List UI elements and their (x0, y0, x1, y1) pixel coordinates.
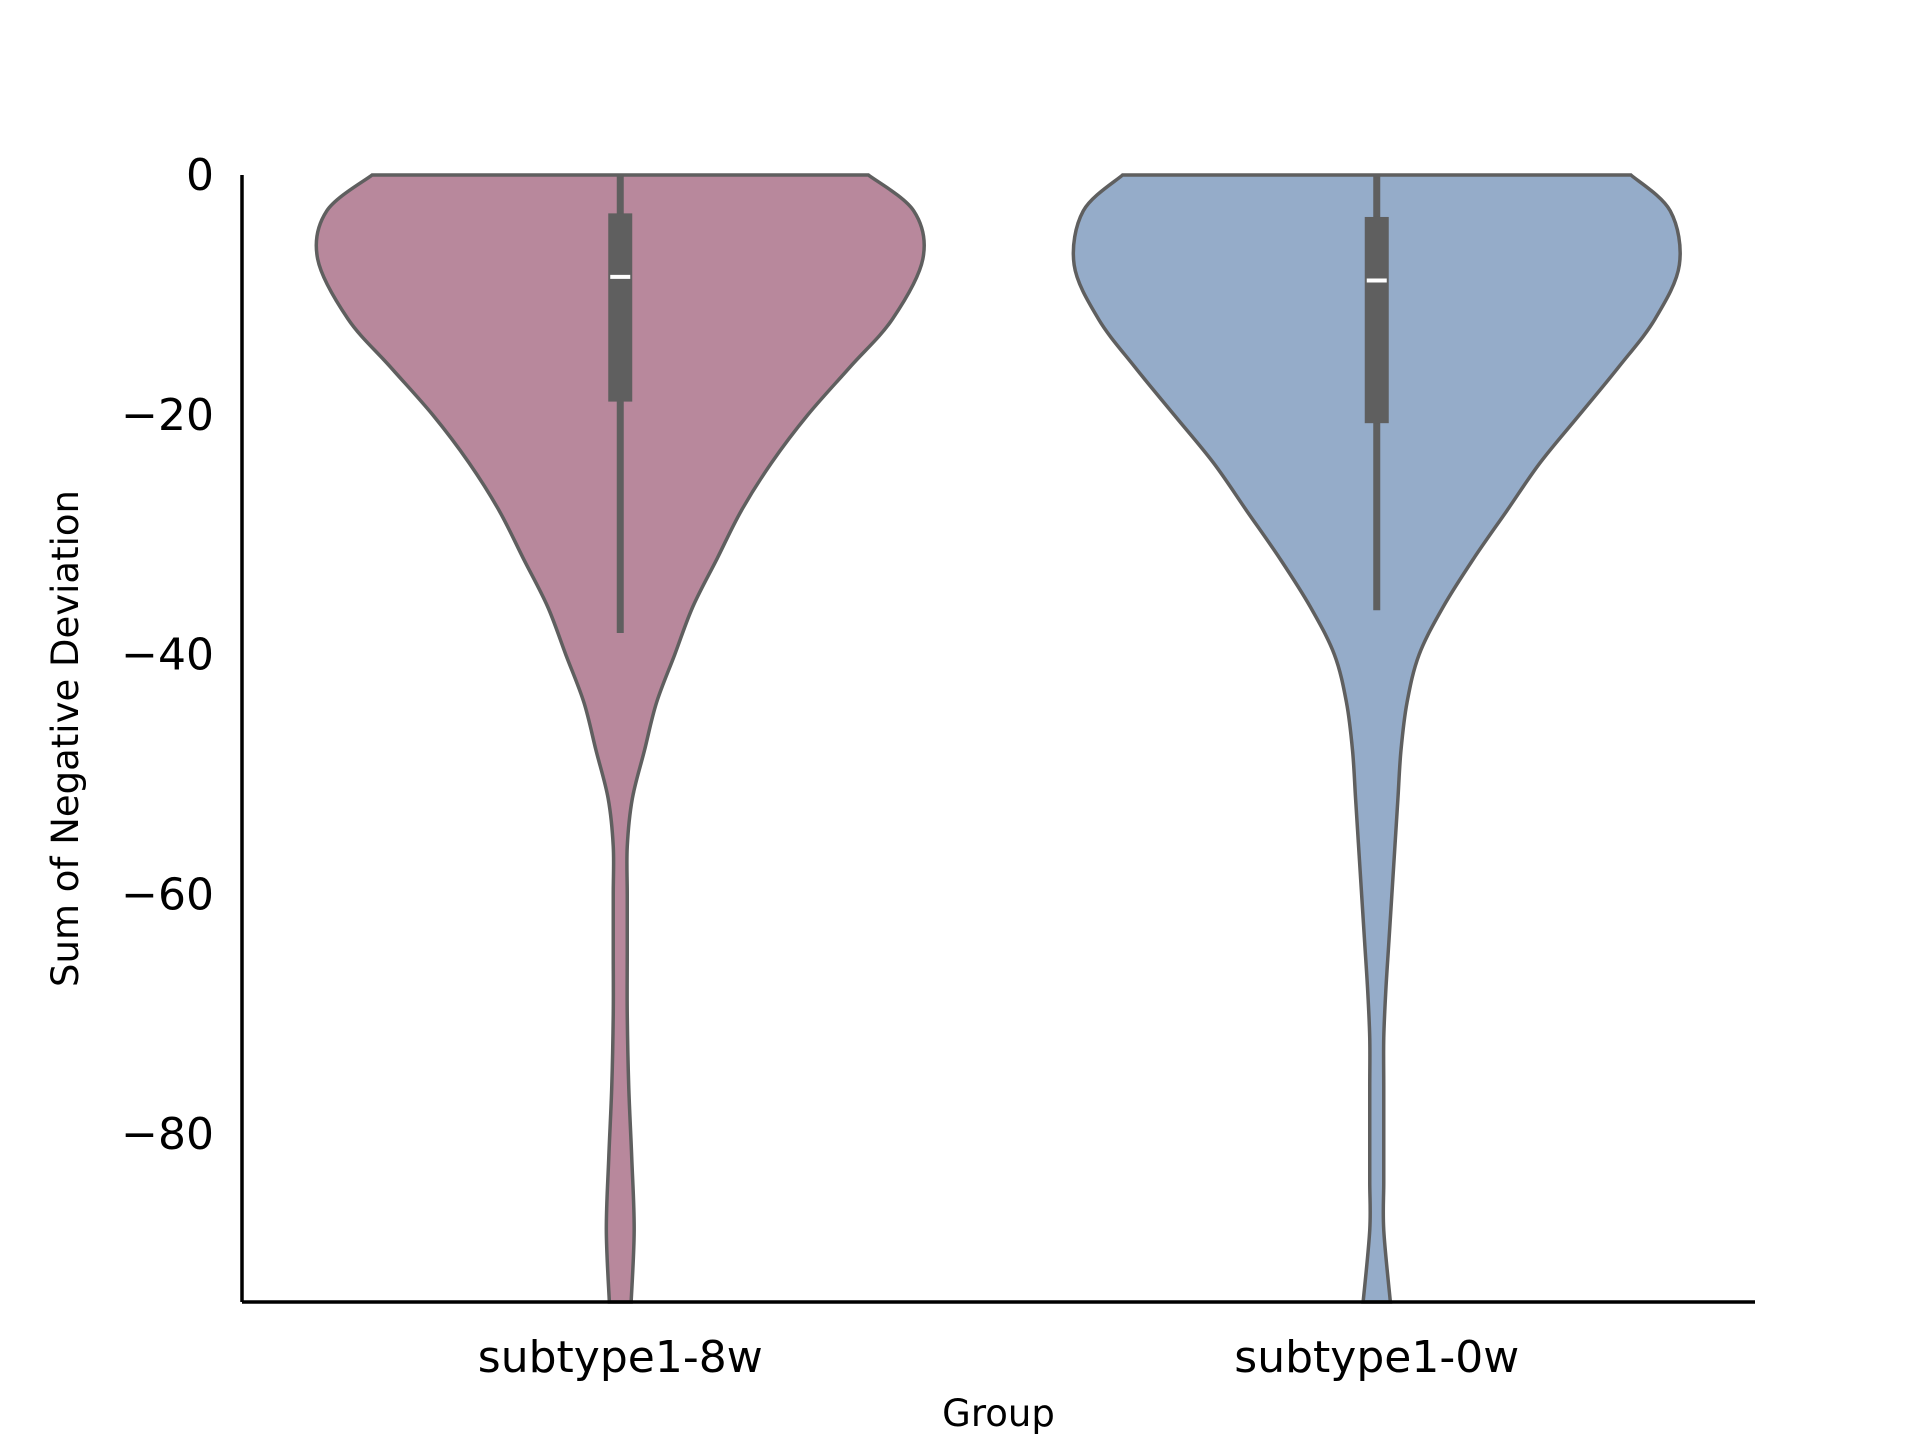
x-ticks: subtype1-8w subtype1-0w (478, 1332, 1519, 1383)
violin-iqr-box (608, 213, 633, 402)
y-ticks: 0 −20 −40 −60 −80 (121, 150, 214, 1160)
y-axis-title: Sum of Negative Deviation (44, 490, 87, 987)
y-tick-label: −20 (121, 390, 214, 441)
violins-layer (314, 173, 1682, 1304)
x-tick-label: subtype1-0w (1234, 1332, 1519, 1383)
violin-group (1071, 173, 1682, 1304)
y-tick-label: −60 (121, 869, 214, 920)
y-tick-label: 0 (186, 150, 214, 201)
x-tick-label: subtype1-8w (478, 1332, 763, 1383)
y-tick-label: −40 (121, 630, 214, 681)
x-axis-title: Group (942, 1392, 1055, 1435)
violin-group (314, 173, 926, 1304)
y-tick-label: −80 (121, 1109, 214, 1160)
axes-layer (240, 175, 1755, 1304)
violin-iqr-box (1364, 216, 1389, 424)
